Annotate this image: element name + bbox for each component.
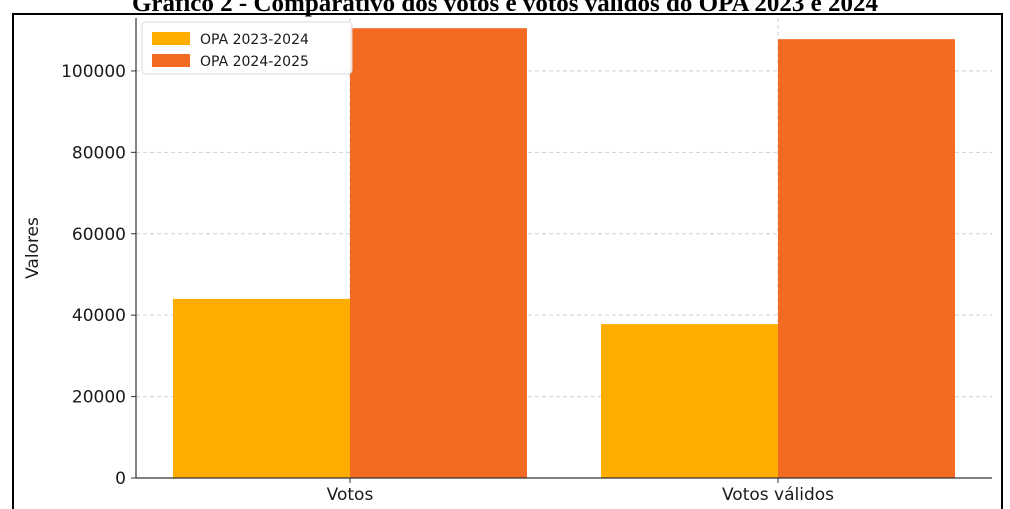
y-tick-labels: 0 20000 40000 60000 80000 100000 [61, 62, 136, 489]
x-tick-labels: Votos Votos válidos [327, 478, 834, 505]
axes [135, 18, 992, 479]
legend-label-2: OPA 2024-2025 [200, 54, 309, 70]
x-tick-label-1: Votos válidos [722, 485, 834, 505]
x-tick-label-0: Votos [327, 485, 374, 505]
legend-swatch-2 [152, 54, 190, 67]
y-tick-label-2: 40000 [72, 306, 126, 326]
legend-box [141, 21, 353, 75]
y-tick-label-5: 100000 [61, 62, 126, 82]
legend: OPA 2023-2024 OPA 2024-2025 [141, 21, 353, 75]
bar-2-1 [350, 28, 527, 478]
y-tick-label-4: 80000 [72, 143, 126, 163]
chart-title: Gráfico 2 - Comparativo dos votos e voto… [131, 0, 879, 17]
legend-label-1: OPA 2023-2024 [200, 32, 309, 48]
bar-1-1 [173, 298, 350, 478]
bar-1-2 [601, 324, 778, 478]
bar-2-2 [778, 39, 955, 478]
y-tick-label-0: 0 [115, 469, 126, 489]
y-axis-title: Valores [23, 217, 43, 279]
bars [173, 28, 955, 478]
y-tick-label-3: 60000 [72, 225, 126, 245]
legend-swatch-1 [152, 32, 190, 45]
y-tick-label-1: 20000 [72, 388, 126, 408]
